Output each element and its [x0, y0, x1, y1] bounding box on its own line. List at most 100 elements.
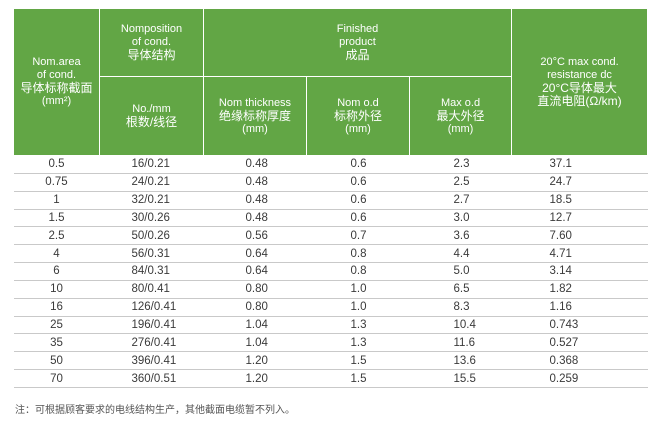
header-composition-en-1: Nomposition	[120, 23, 183, 35]
header-finished-en-1: Finished	[336, 23, 379, 35]
cell-resistance: 4.71	[511, 244, 648, 264]
header-nom-thickness-en: Nom thickness	[218, 96, 292, 109]
cell-resistance: 24.7	[511, 173, 648, 192]
cell-composition: 32/0.21	[99, 191, 204, 210]
cell-max-od: 3.6	[409, 226, 512, 246]
cell-nom-area: 0.75	[13, 173, 100, 192]
cell-nom-thickness: 0.64	[203, 244, 307, 264]
cell-composition: 30/0.26	[99, 209, 204, 228]
cell-resistance: 0.743	[511, 316, 648, 335]
cell-composition: 24/0.21	[99, 173, 204, 192]
header-finished-zh: 成品	[345, 48, 370, 62]
cropped-heading-strip	[0, 0, 661, 8]
header-nom-thickness: Nom thickness 绝缘标称厚度 (mm)	[203, 76, 307, 156]
cell-resistance: 12.7	[511, 209, 648, 228]
header-nom-area-en-2: of cond.	[36, 69, 77, 81]
table-row: 6 84/0.31 0.64 0.8 5.0 3.14	[13, 262, 648, 281]
cell-nom-od: 0.8	[306, 262, 410, 281]
cell-resistance: 37.1	[511, 155, 648, 174]
cell-nom-thickness: 0.80	[203, 298, 307, 317]
cell-max-od: 13.6	[409, 351, 512, 371]
cell-nom-thickness: 0.48	[203, 173, 307, 192]
header-nom-area-zh: 导体标称截面	[20, 81, 93, 95]
cell-max-od: 15.5	[409, 369, 512, 388]
cell-nom-thickness: 0.64	[203, 262, 307, 281]
cell-nom-area: 50	[13, 351, 100, 371]
table-row: 0.75 24/0.21 0.48 0.6 2.5 24.7	[13, 173, 648, 192]
cell-composition: 126/0.41	[99, 298, 204, 317]
header-no-mm-zh: 根数/线径	[125, 115, 178, 129]
cell-nom-thickness: 1.04	[203, 333, 307, 353]
cell-resistance: 1.16	[511, 298, 648, 317]
cell-nom-area: 0.5	[13, 155, 100, 174]
header-max-od-zh: 最大外径	[436, 108, 485, 123]
cell-composition: 276/0.41	[99, 333, 204, 353]
cell-composition: 84/0.31	[99, 262, 204, 281]
header-composition: Nomposition of cond. 导体结构	[99, 8, 204, 77]
cell-nom-thickness: 0.48	[203, 209, 307, 228]
cell-nom-thickness: 0.56	[203, 226, 307, 246]
table-row: 4 56/0.31 0.64 0.8 4.4 4.71	[13, 244, 648, 264]
header-max-od-en: Max o.d	[440, 96, 481, 109]
header-nom-thickness-unit: (mm)	[242, 122, 268, 135]
header-nom-area-en-1: Nom.area	[32, 56, 81, 68]
cell-resistance: 1.82	[511, 280, 648, 299]
header-nom-area: Nom.area of cond. 导体标称截面 (mm²)	[13, 8, 100, 156]
cell-composition: 196/0.41	[99, 316, 204, 335]
header-finished-en-2: product	[339, 36, 376, 48]
cell-nom-od: 1.5	[306, 351, 410, 371]
header-no-mm-en: No./mm	[132, 103, 171, 115]
cable-spec-table: Nom.area of cond. 导体标称截面 (mm²) Nompositi…	[13, 8, 649, 388]
cell-nom-thickness: 1.20	[203, 351, 307, 371]
cell-composition: 50/0.26	[99, 226, 204, 246]
cell-resistance: 0.527	[511, 333, 648, 353]
cell-max-od: 5.0	[409, 262, 512, 281]
cell-nom-od: 1.3	[306, 333, 410, 353]
cell-nom-area: 1.5	[13, 209, 100, 228]
cell-nom-od: 0.8	[306, 244, 410, 264]
header-nom-od-zh: 标称外径	[333, 108, 382, 123]
cell-nom-area: 35	[13, 333, 100, 353]
header-resistance-zh-1: 20°C导体最大	[542, 81, 617, 95]
cell-max-od: 2.3	[409, 155, 512, 174]
cell-nom-od: 0.7	[306, 226, 410, 246]
header-nom-od-unit: (mm)	[345, 122, 371, 135]
table-row: 50 396/0.41 1.20 1.5 13.6 0.368	[13, 351, 648, 371]
table-row: 1.5 30/0.26 0.48 0.6 3.0 12.7	[13, 209, 648, 228]
cell-nom-thickness: 0.48	[203, 155, 307, 174]
header-resistance: 20°C max cond. resistance dc 20°C导体最大 直流…	[511, 8, 649, 156]
cell-max-od: 3.0	[409, 209, 512, 228]
header-finished-product: Finished product 成品	[202, 8, 513, 77]
cell-nom-thickness: 0.48	[203, 191, 307, 210]
cell-nom-area: 1	[13, 191, 100, 210]
cell-composition: 396/0.41	[99, 351, 204, 371]
cell-max-od: 11.6	[409, 333, 512, 353]
cell-nom-area: 25	[13, 316, 100, 335]
cell-composition: 80/0.41	[99, 280, 204, 299]
cell-resistance: 7.60	[511, 226, 648, 246]
cell-nom-area: 4	[13, 244, 100, 264]
cell-nom-od: 1.0	[306, 298, 410, 317]
cell-nom-od: 1.3	[306, 316, 410, 335]
cell-max-od: 2.7	[409, 191, 512, 210]
cell-nom-area: 16	[13, 298, 100, 317]
cell-resistance: 18.5	[511, 191, 648, 210]
header-nom-thickness-zh: 绝缘标称厚度	[218, 108, 291, 123]
table-row: 2.5 50/0.26 0.56 0.7 3.6 7.60	[13, 226, 648, 246]
header-max-od: Max o.d 最大外径 (mm)	[408, 76, 513, 156]
table-row: 25 196/0.41 1.04 1.3 10.4 0.743	[13, 316, 648, 335]
footnote: 注：可根据顾客要求的电线结构生产，其他截面电缆暂不列入。	[15, 405, 295, 416]
header-resistance-en-1: 20°C max cond.	[540, 56, 619, 68]
cell-nom-thickness: 1.04	[203, 316, 307, 335]
cell-nom-od: 0.6	[306, 155, 410, 174]
cell-resistance: 0.259	[511, 369, 648, 388]
cell-resistance: 0.368	[511, 351, 648, 371]
cell-nom-area: 6	[13, 262, 100, 281]
header-resistance-zh-2: 直流电阻(Ω/km)	[537, 94, 622, 108]
cell-nom-od: 1.0	[306, 280, 410, 299]
cell-max-od: 4.4	[409, 244, 512, 264]
cell-composition: 16/0.21	[99, 155, 204, 174]
cell-nom-thickness: 1.20	[203, 369, 307, 388]
header-no-mm: No./mm 根数/线径	[99, 76, 204, 156]
cell-nom-od: 1.5	[306, 369, 410, 388]
